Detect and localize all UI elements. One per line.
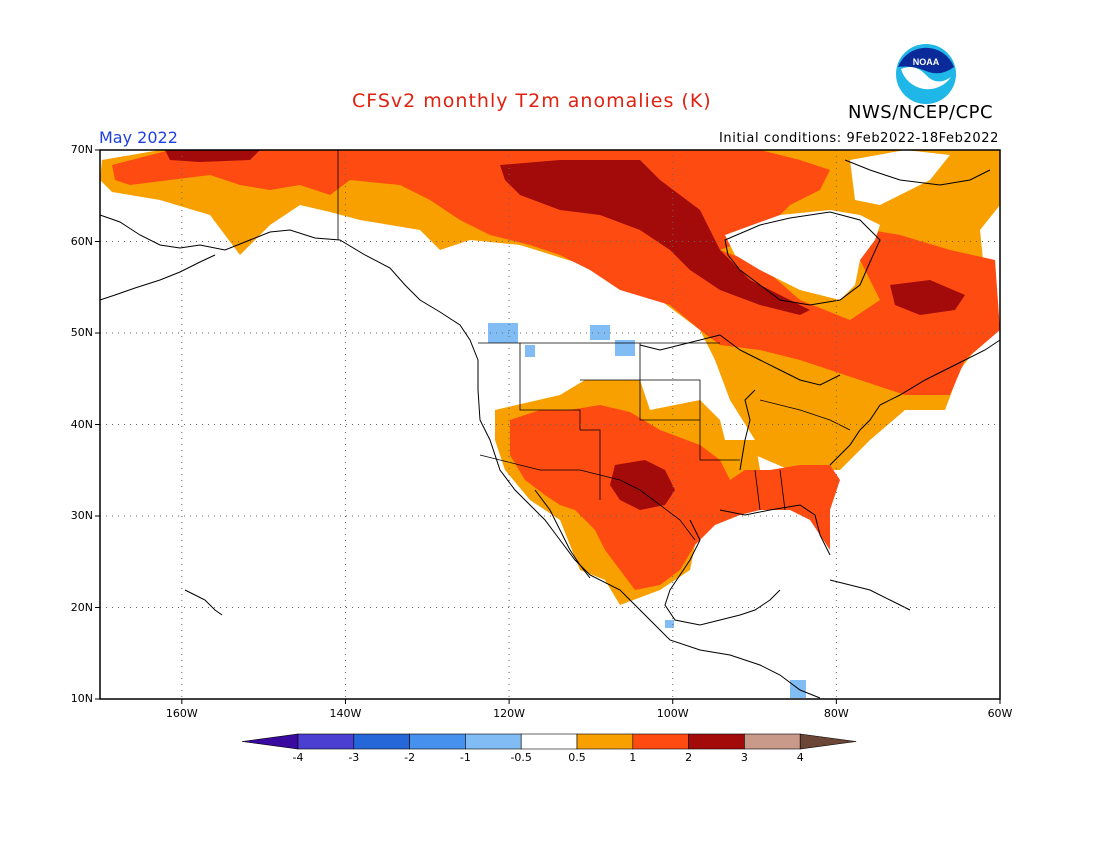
colorbar-label: 4 [796, 751, 804, 764]
anomaly-region-white-hudson [725, 210, 880, 300]
latitude-label: 20N [70, 600, 93, 614]
colorbar-label: 3 [740, 751, 748, 764]
colorbar-label: 2 [685, 751, 693, 764]
anomaly-region-blue-4 [665, 620, 674, 628]
anomaly-fields [100, 150, 1000, 698]
colorbar-segment [632, 733, 689, 750]
colorbar-label: -1 [459, 751, 471, 764]
longitude-label: 160W [165, 707, 198, 720]
latitude-label: 30N [70, 509, 93, 522]
coastlines [99, 159, 1001, 699]
longitude-label: 120W [493, 707, 526, 720]
anomaly-region-white-greenland [850, 150, 950, 205]
colorbar-extend-high [799, 733, 857, 750]
anomaly-region-red-north [112, 150, 1000, 395]
colorbar-label: -4 [292, 751, 304, 764]
anomaly-region-blue-2 [590, 325, 610, 340]
noaa-logo: NOAA [895, 43, 957, 105]
colorbar-label: -0.5 [510, 751, 532, 764]
initial-conditions-label: Initial conditions: 9Feb2022-18Feb2022 [718, 131, 999, 146]
longitude-label: 60W [987, 707, 1013, 720]
noaa-logo-text: NOAA [913, 57, 940, 67]
colorbar-segment [297, 733, 355, 750]
chart-title: CFSv2 monthly T2m anomalies (K) [352, 90, 712, 112]
latitude-label: 50N [70, 326, 93, 339]
graticule [100, 150, 1000, 699]
longitude-label: 100W [656, 707, 689, 720]
colorbar-label: 0.5 [568, 751, 586, 764]
colorbar-label: 1 [629, 751, 637, 764]
political-borders [337, 150, 851, 541]
latitude-label: 10N [70, 692, 93, 705]
anomaly-region-darkred-southwest [610, 460, 675, 510]
colorbar-segment [465, 733, 522, 750]
colorbar [241, 733, 857, 750]
colorbar-label: -3 [348, 751, 360, 764]
axis-ticks [95, 149, 1001, 704]
longitude-label: 140W [329, 707, 362, 720]
colorbar-label: -2 [404, 751, 416, 764]
colorbar-segment [688, 733, 745, 750]
colorbar-segment [576, 733, 634, 750]
organization-label: NWS/NCEP/CPC [848, 102, 994, 123]
longitude-label: 80W [823, 707, 849, 720]
anomaly-region-red-southwest [510, 405, 840, 590]
latitude-label: 70N [70, 143, 93, 156]
anomaly-region-blue-3 [615, 340, 635, 356]
colorbar-segment [353, 733, 410, 750]
latitude-label: 40N [70, 417, 93, 431]
colorbar-segment [520, 733, 578, 750]
colorbar-extend-low [241, 733, 299, 750]
anomaly-region-darkred-east [890, 280, 965, 315]
valid-month-label: May 2022 [99, 128, 178, 147]
anomaly-region-darkred-northwest [165, 150, 260, 162]
anomaly-region-blue-6 [525, 345, 535, 357]
colorbar-segment [744, 733, 801, 750]
colorbar-segment [409, 733, 466, 750]
latitude-label: 60N [70, 234, 93, 248]
anomaly-region-darkred-north [500, 160, 810, 315]
